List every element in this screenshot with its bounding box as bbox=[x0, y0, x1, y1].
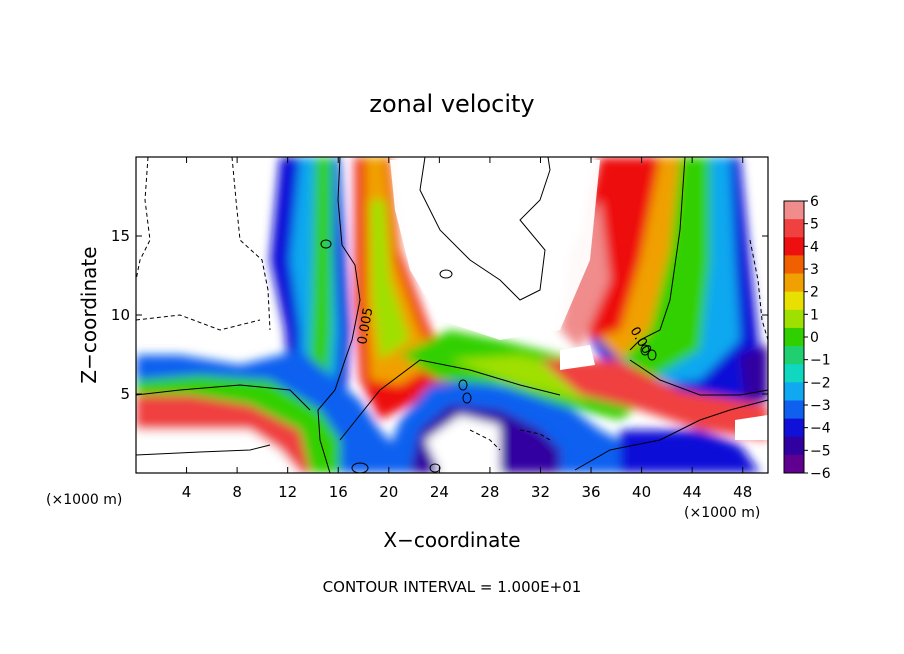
colorbar-swatch bbox=[784, 237, 804, 256]
contour-small-loop-h bbox=[429, 463, 441, 473]
x-tick-label: 40 bbox=[632, 483, 651, 501]
contour-dashed-left bbox=[136, 157, 151, 281]
contour-thin-right-lower bbox=[574, 399, 768, 471]
contour-small-loop-e bbox=[640, 344, 650, 356]
contour-zero-lower bbox=[136, 384, 311, 411]
x-tick-label: 36 bbox=[581, 483, 600, 501]
contour-dashed-center-b bbox=[519, 429, 551, 441]
zero-regions bbox=[390, 160, 768, 440]
x-tick-label: 12 bbox=[278, 483, 297, 501]
contour-zero-right-lower bbox=[629, 359, 768, 396]
colorbar-swatch bbox=[784, 309, 804, 329]
colorbar-swatch bbox=[784, 382, 804, 401]
x-tick-label: 8 bbox=[232, 483, 242, 501]
colorbar-tick-label: 0 bbox=[810, 330, 819, 346]
velocity-field bbox=[136, 157, 768, 473]
contour-thin-left-lower bbox=[136, 444, 271, 456]
contour-dashed-left-mid bbox=[231, 157, 271, 331]
y-tick-label: 5 bbox=[120, 385, 130, 403]
contour-lines bbox=[136, 157, 768, 473]
colorbar-swatch bbox=[784, 291, 804, 311]
colorbar-swatch bbox=[784, 454, 804, 474]
contour-dashed-left-low bbox=[136, 314, 261, 331]
colorbar-tick-label: 1 bbox=[810, 307, 819, 323]
x-tick-label: 28 bbox=[480, 483, 499, 501]
colorbar-tick-label: 4 bbox=[810, 239, 819, 255]
x-tick-label: 24 bbox=[430, 483, 449, 501]
x-tick-label: 44 bbox=[683, 483, 702, 501]
y-axis-label: Z−coordinate bbox=[77, 246, 101, 383]
colorbar-swatch bbox=[784, 273, 804, 293]
colorbar-tick-label: 5 bbox=[810, 217, 819, 233]
x-axis-label: X−coordinate bbox=[383, 528, 520, 552]
x-tick-label: 4 bbox=[182, 483, 192, 501]
x-unit-right: (×1000 m) bbox=[684, 505, 760, 521]
colorbar-tick-label: 3 bbox=[810, 262, 819, 278]
contour-small-loop-a bbox=[439, 269, 453, 279]
contour-zero-left bbox=[317, 157, 361, 473]
contour-small-loop-g bbox=[351, 462, 369, 473]
colorbar-tick-label: −1 bbox=[810, 353, 831, 369]
contour-thin-center bbox=[419, 157, 551, 301]
colorbar-tick-label: 6 bbox=[810, 194, 819, 210]
x-tick-label: 20 bbox=[379, 483, 398, 501]
x-unit-left: (×1000 m) bbox=[46, 492, 122, 508]
colorbar-swatch bbox=[784, 346, 804, 365]
contour-dashed bbox=[136, 157, 768, 451]
contour-zero-center bbox=[339, 359, 561, 441]
colorbar-swatch bbox=[784, 201, 804, 220]
y-tick-label: 15 bbox=[111, 227, 130, 245]
colorbar-tick-label: −6 bbox=[810, 466, 831, 482]
contour-zero-right bbox=[629, 157, 686, 351]
colorbar-swatch bbox=[784, 418, 804, 438]
colorbar-tick-label: −2 bbox=[810, 375, 831, 391]
x-tick-label: 32 bbox=[531, 483, 550, 501]
contour-small-loop-d bbox=[462, 392, 472, 404]
colorbar-swatch bbox=[784, 364, 804, 383]
contour-small-loop-c bbox=[458, 379, 468, 391]
y-axis: 5 10 15 bbox=[111, 227, 768, 403]
colorbar-frame bbox=[783, 200, 805, 474]
colorbar-swatch bbox=[784, 219, 804, 238]
colorbar-tick-label: −3 bbox=[810, 398, 831, 414]
contour-small-loop-b bbox=[320, 239, 332, 249]
colorbar: 6 5 4 3 2 1 0 −1 −2 −3 −4 −5 −6 bbox=[784, 194, 831, 482]
colorbar-tick-label: −4 bbox=[810, 421, 831, 437]
contour-label-0: 0.005 bbox=[355, 306, 376, 345]
plot-area: 0.005 0.00 bbox=[136, 157, 768, 473]
contour-small-loop-f bbox=[647, 349, 657, 361]
colorbar-tick-label: −5 bbox=[810, 443, 831, 459]
colorbar-swatch bbox=[784, 400, 804, 420]
y-tick-label: 10 bbox=[111, 306, 130, 324]
colorbar-tick-label: 2 bbox=[810, 285, 819, 301]
x-tick-label: 16 bbox=[329, 483, 348, 501]
contour-dashed-right bbox=[749, 239, 768, 341]
x-axis: 4 8 12 16 20 24 28 32 36 40 44 48 bbox=[182, 157, 752, 501]
colorbar-swatch bbox=[784, 436, 804, 456]
chart-title: zonal velocity bbox=[369, 90, 534, 118]
x-tick-label: 48 bbox=[733, 483, 752, 501]
contour-dashed-center bbox=[469, 429, 501, 451]
colorbar-swatch bbox=[784, 255, 804, 275]
contour-interval-text: CONTOUR INTERVAL = 1.000E+01 bbox=[323, 578, 582, 596]
colorbar-swatch bbox=[784, 327, 804, 347]
